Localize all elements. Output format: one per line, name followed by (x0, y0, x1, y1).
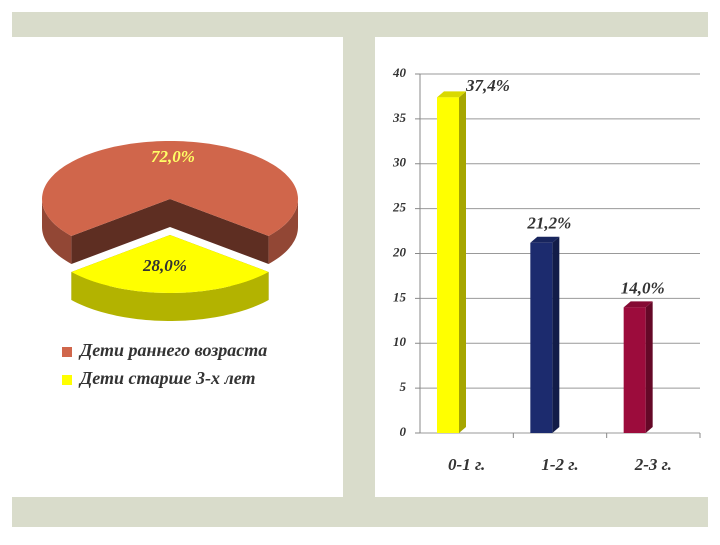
legend-label: Дети старше 3-х лет (78, 368, 256, 388)
bar-value-label: 14,0% (621, 278, 665, 297)
y-tick-label: 5 (400, 379, 407, 394)
bar-top (530, 236, 560, 243)
bar (530, 242, 553, 433)
legend-swatch (62, 347, 72, 357)
slice-cut-face (170, 199, 269, 264)
bar-side (459, 91, 466, 434)
y-tick-label: 35 (392, 110, 407, 125)
x-tick-label: 0-1 г. (448, 455, 485, 474)
y-tick-label: 40 (392, 65, 407, 80)
y-tick-label: 20 (392, 244, 407, 259)
legend-label: Дети раннего возраста (78, 340, 267, 360)
slice-side (268, 199, 298, 264)
slice-cut-face (71, 199, 170, 264)
bar-value-label: 37,4% (465, 76, 510, 95)
bar-value-label: 21,2% (526, 214, 571, 233)
pie-slice (42, 141, 298, 236)
y-tick-label: 25 (392, 200, 407, 215)
bar-side (552, 236, 560, 433)
bar (437, 97, 459, 434)
slice-label: 72,0% (151, 147, 195, 166)
slice-label: 28,0% (142, 256, 187, 275)
x-tick-label: 2-3 г. (634, 455, 672, 474)
y-tick-label: 10 (393, 334, 407, 349)
legend-swatch (62, 375, 72, 385)
y-tick-label: 30 (392, 155, 407, 170)
bar-side (645, 301, 653, 433)
slice-side (71, 272, 269, 321)
bar-top (623, 301, 653, 308)
pie-slice (71, 235, 269, 293)
x-tick-label: 1-2 г. (541, 455, 578, 474)
bar (623, 307, 646, 433)
slice-side (42, 199, 72, 264)
y-tick-label: 0 (400, 424, 407, 439)
bar-top (437, 91, 466, 98)
y-tick-label: 15 (393, 289, 407, 304)
